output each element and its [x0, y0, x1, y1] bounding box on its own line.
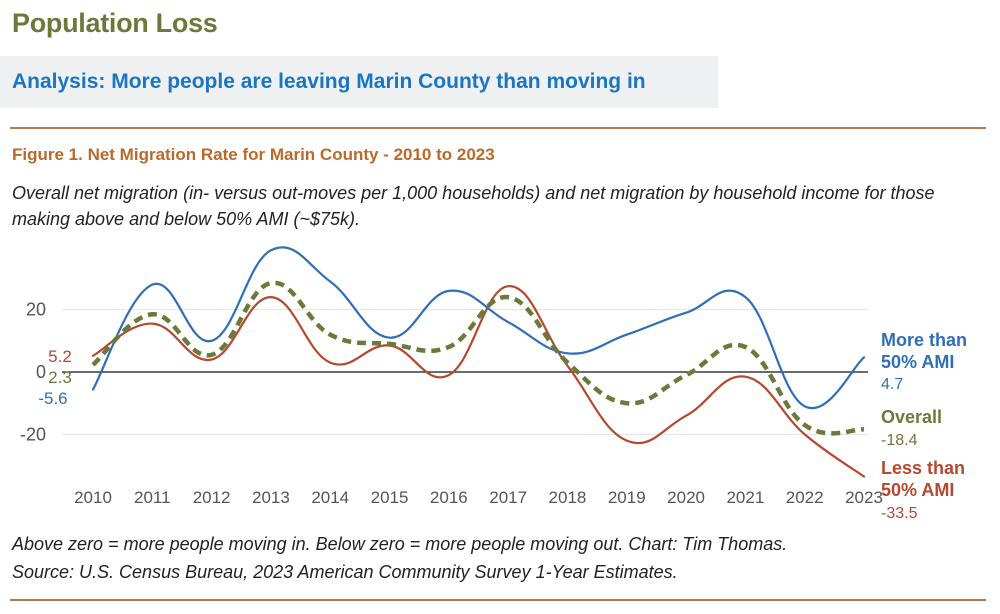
series-label: 50% AMI — [881, 480, 954, 500]
x-tick-label: 2013 — [252, 488, 290, 507]
x-tick-label: 2010 — [74, 488, 112, 507]
analysis-banner — [0, 56, 718, 108]
x-tick-label: 2017 — [489, 488, 527, 507]
footnote-source: Source: U.S. Census Bureau, 2023 America… — [12, 562, 678, 582]
start-value-label: 2.3 — [48, 368, 72, 387]
series-label: More than — [881, 330, 967, 350]
x-tick-label: 2022 — [786, 488, 824, 507]
series-line-more-than-50-ami — [91, 246, 866, 410]
figure-subtitle: Overall net migration (in- versus out-mo… — [12, 183, 935, 229]
y-tick-label: 0 — [36, 362, 46, 382]
series-label: 50% AMI — [881, 352, 954, 372]
y-tick-label: 20 — [26, 300, 46, 320]
x-tick-label: 2020 — [667, 488, 705, 507]
end-value-label: -33.5 — [881, 505, 918, 522]
x-tick-label: 2021 — [726, 488, 764, 507]
analysis-heading: Analysis: More people are leaving Marin … — [12, 70, 646, 93]
bottom-divider — [10, 599, 986, 601]
x-tick-label: 2016 — [430, 488, 468, 507]
x-tick-label: 2011 — [134, 488, 171, 507]
figure-title: Figure 1. Net Migration Rate for Marin C… — [12, 145, 495, 164]
x-tick-label: 2019 — [608, 488, 646, 507]
x-tick-label: 2015 — [371, 488, 409, 507]
footnote: Above zero = more people moving in. Belo… — [12, 530, 972, 586]
end-value-label: 4.7 — [881, 376, 903, 393]
footnote-line-1: Above zero = more people moving in. Belo… — [12, 534, 788, 554]
x-tick-label: 2014 — [311, 488, 349, 507]
series-line-less-than-50-ami — [91, 285, 866, 478]
x-tick-label: 2018 — [549, 488, 587, 507]
start-value-label: 5.2 — [48, 347, 72, 366]
series-label: Less than — [881, 458, 965, 478]
end-value-label: -18.4 — [881, 432, 918, 449]
x-tick-label: 2023 — [845, 488, 883, 507]
series-line-overall — [91, 280, 865, 436]
x-tick-label: 2012 — [193, 488, 231, 507]
top-divider — [10, 127, 986, 129]
y-tick-label: -20 — [20, 424, 46, 444]
series-label: Overall — [881, 407, 942, 427]
page-title: Population Loss — [12, 8, 218, 38]
start-value-label: -5.6 — [38, 389, 67, 408]
